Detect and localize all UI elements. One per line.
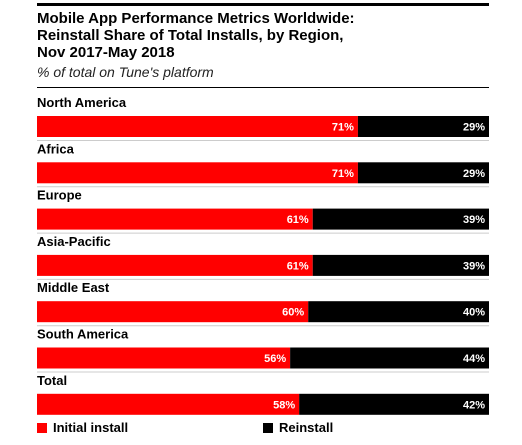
bar-initial-north-america — [37, 116, 358, 137]
value-reinstall-north-america: 29% — [463, 122, 485, 134]
value-initial-north-america: 71% — [332, 122, 354, 134]
legend: Initial install Reinstall — [37, 420, 489, 438]
category-label-africa: Africa — [37, 141, 75, 156]
legend-label-initial: Initial install — [53, 420, 129, 435]
value-initial-africa: 71% — [332, 168, 354, 180]
bar-reinstall-north-america — [357, 116, 489, 137]
bar-initial-africa — [37, 162, 358, 184]
category-label-total: Total — [37, 373, 67, 388]
chart-title: Mobile App Performance Metrics Worldwide… — [37, 10, 355, 61]
value-reinstall-europe: 39% — [463, 214, 485, 226]
category-label-north-america: North America — [37, 95, 127, 110]
header-rule — [37, 87, 489, 88]
chart-subtitle: % of total on Tune's platform — [37, 64, 214, 80]
legend-swatch-initial — [37, 422, 47, 433]
bar-initial-middle-east — [37, 301, 309, 323]
value-reinstall-africa: 29% — [463, 168, 485, 180]
category-label-south-america: South America — [37, 327, 129, 342]
value-initial-europe: 61% — [287, 214, 309, 226]
value-initial-total: 58% — [273, 399, 295, 411]
legend-swatch-reinstall — [263, 422, 273, 433]
bar-initial-europe — [37, 208, 313, 230]
category-label-europe: Europe — [37, 188, 82, 203]
value-initial-south-america: 56% — [264, 353, 286, 365]
bar-reinstall-south-america — [290, 347, 489, 369]
bar-reinstall-africa — [357, 162, 489, 184]
value-reinstall-south-america: 44% — [463, 353, 485, 365]
value-initial-middle-east: 60% — [282, 307, 304, 319]
category-label-asia-pacific: Asia-Pacific — [37, 234, 111, 249]
value-reinstall-middle-east: 40% — [463, 307, 485, 319]
legend-label-reinstall: Reinstall — [279, 420, 334, 435]
category-label-middle-east: Middle East — [37, 280, 110, 295]
top-rule — [37, 3, 489, 6]
value-reinstall-asia-pacific: 39% — [463, 260, 485, 272]
bar-initial-total — [37, 393, 300, 415]
bar-initial-asia-pacific — [37, 254, 313, 276]
bar-reinstall-total — [299, 393, 489, 415]
bar-reinstall-europe — [312, 208, 489, 230]
bar-reinstall-middle-east — [308, 301, 489, 323]
bar-reinstall-asia-pacific — [312, 254, 489, 276]
legend-item-initial: Initial install — [37, 420, 128, 435]
legend-item-reinstall: Reinstall — [263, 420, 333, 435]
bar-initial-south-america — [37, 347, 291, 369]
value-initial-asia-pacific: 61% — [287, 260, 309, 272]
value-reinstall-total: 42% — [463, 399, 485, 411]
